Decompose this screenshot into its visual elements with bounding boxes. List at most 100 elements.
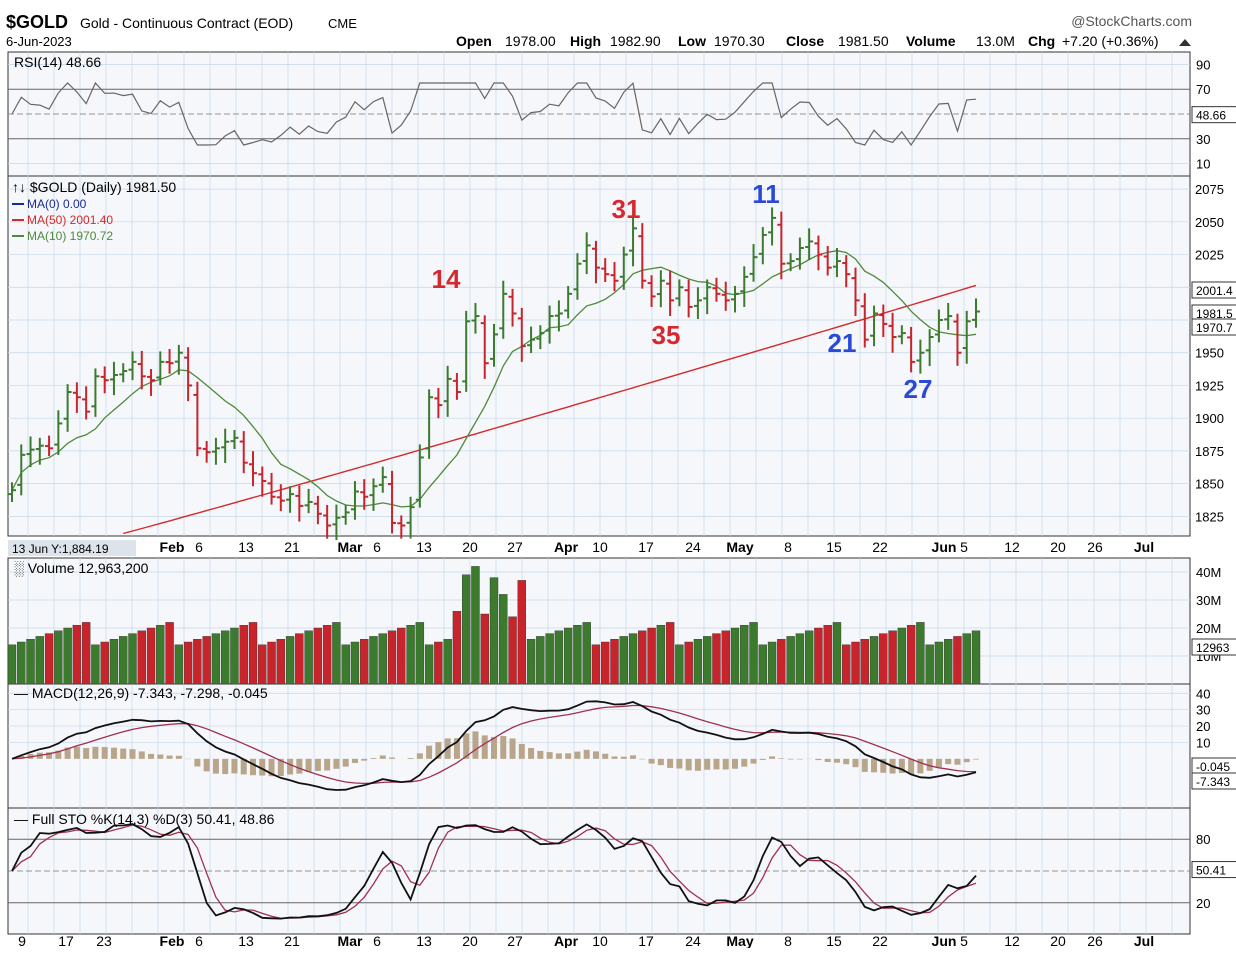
- macd-tick-label: 20: [1196, 719, 1210, 734]
- volume-bar: [388, 631, 396, 684]
- x-axis-label: 21: [284, 539, 300, 555]
- macd-histogram-bar: [315, 759, 321, 771]
- volume-bar: [972, 631, 980, 684]
- sto-tick-label: 20: [1196, 896, 1210, 911]
- macd-histogram-bar: [111, 748, 117, 759]
- macd-histogram-bar: [92, 747, 98, 759]
- price-tick-label: 2075: [1195, 182, 1224, 197]
- macd-histogram-bar: [380, 755, 386, 758]
- panel-macd: [8, 684, 1190, 808]
- volume-bar: [490, 578, 498, 684]
- volume-bar: [759, 645, 767, 684]
- macd-histogram-bar: [760, 759, 766, 760]
- macd-histogram-bar: [612, 756, 618, 758]
- volume-bar: [583, 622, 591, 684]
- macd-histogram-bar: [973, 759, 979, 760]
- volume-bar: [101, 642, 109, 684]
- macd-histogram-bar: [658, 759, 664, 765]
- volume-bar: [629, 634, 637, 684]
- volume-bar: [110, 639, 118, 684]
- legend-entry: MA(50) 2001.40: [27, 213, 113, 227]
- macd-histogram-bar: [630, 755, 636, 758]
- volume-value: 13.0M: [976, 33, 1015, 49]
- volume-bar: [27, 639, 35, 684]
- macd-histogram-bar: [204, 759, 210, 771]
- x-axis-label: 20: [1050, 539, 1066, 555]
- x-axis-label: 26: [1087, 539, 1103, 555]
- volume-bar: [703, 636, 711, 684]
- volume-bar: [305, 631, 313, 684]
- x-axis-label-bottom: 10: [592, 933, 608, 948]
- volume-bar: [805, 631, 813, 684]
- volume-bar: [870, 636, 878, 684]
- x-axis-label-bottom: 15: [826, 933, 842, 948]
- x-axis-label-bottom: 5: [960, 933, 968, 948]
- macd-histogram-bar: [751, 759, 757, 764]
- volume-bar: [787, 636, 795, 684]
- open-value: 1978.00: [505, 33, 556, 49]
- macd-tick-label: 30: [1196, 703, 1210, 718]
- volume-bar: [45, 634, 53, 684]
- x-axis-label: Apr: [554, 539, 579, 555]
- x-axis-label: 10: [592, 539, 608, 555]
- price-panel-title: ↑↓ $GOLD (Daily) 1981.50: [12, 179, 176, 195]
- macd-histogram-bar: [333, 759, 339, 769]
- macd-histogram-bar: [528, 748, 534, 759]
- macd-histogram-bar: [148, 754, 154, 759]
- volume-bar: [91, 645, 99, 684]
- x-axis-label-bottom: 6: [373, 933, 381, 948]
- volume-bar: [462, 575, 470, 684]
- macd-histogram-bar: [936, 759, 942, 767]
- x-axis-label: 6: [373, 539, 381, 555]
- macd-histogram-bar: [167, 756, 173, 759]
- volume-bar: [555, 631, 563, 684]
- x-axis-label-bottom: 9: [18, 933, 26, 948]
- volume-bar: [323, 625, 331, 684]
- brand-logo: @StockCharts.com: [1071, 13, 1192, 29]
- macd-histogram-bar: [676, 759, 682, 769]
- volume-bar: [73, 625, 81, 684]
- sto-value-label: 50.41: [1196, 864, 1226, 878]
- x-axis-label-bottom: 13: [238, 933, 254, 948]
- x-axis-label: 13: [238, 539, 254, 555]
- x-axis-label: Feb: [160, 539, 185, 555]
- volume-bar: [814, 628, 822, 684]
- volume-bar: [119, 636, 127, 684]
- macd-histogram-bar: [602, 754, 608, 759]
- volume-bar: [342, 645, 350, 684]
- price-tick-label: 1875: [1195, 444, 1224, 459]
- close-value: 1981.50: [838, 33, 889, 49]
- low-label: Low: [678, 33, 706, 49]
- x-axis-label: 20: [462, 539, 478, 555]
- macd-histogram-bar: [417, 753, 423, 758]
- volume-bar: [379, 634, 387, 684]
- price-tick-label: 1900: [1195, 411, 1224, 426]
- volume-value-label: 12963: [1196, 641, 1230, 655]
- x-axis-label-bottom: 26: [1087, 933, 1103, 948]
- macd-histogram-bar: [510, 738, 516, 758]
- volume-bar: [499, 594, 507, 684]
- crosshair-label: 13 Jun Y:1,884.19: [12, 542, 109, 556]
- volume-bar: [611, 639, 619, 684]
- chg-label: Chg: [1028, 33, 1055, 49]
- volume-bar: [889, 631, 897, 684]
- x-axis-label-bottom: 13: [416, 933, 432, 948]
- macd-histogram-bar: [231, 759, 237, 774]
- x-axis-label-bottom: 20: [1050, 933, 1066, 948]
- exchange-label: CME: [328, 16, 357, 31]
- price-tick-label: 1950: [1195, 346, 1224, 361]
- volume-bar: [638, 631, 646, 684]
- macd-histogram-bar: [130, 749, 136, 759]
- macd-histogram-bar: [482, 735, 488, 758]
- volume-bar: [712, 634, 720, 684]
- volume-bar: [796, 634, 804, 684]
- volume-label: Volume: [906, 33, 956, 49]
- volume-bar: [518, 580, 526, 684]
- x-axis-label-bottom: 6: [195, 933, 203, 948]
- volume-bar: [861, 639, 869, 684]
- macd-histogram-bar: [389, 758, 395, 759]
- sto-panel-title: — Full STO %K(14,3) %D(3) 50.41, 48.86: [14, 811, 275, 827]
- volume-bar: [240, 625, 248, 684]
- macd-histogram-bar: [574, 752, 580, 759]
- macd-tick-label: 40: [1196, 686, 1210, 701]
